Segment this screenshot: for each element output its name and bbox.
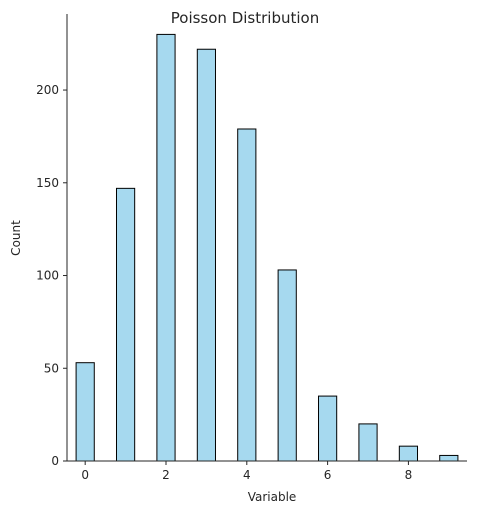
x-tick-label: 4 <box>243 468 251 482</box>
y-axis-label: Count <box>9 220 23 256</box>
bar-2 <box>156 33 176 462</box>
axes <box>66 14 467 462</box>
x-axis-label: Variable <box>248 490 297 504</box>
bar-6 <box>318 395 338 462</box>
x-tick-label: 8 <box>405 468 413 482</box>
y-tick-label: 100 <box>36 269 59 283</box>
y-tick-label: 200 <box>36 83 59 97</box>
bar-4 <box>237 128 257 462</box>
bar-7 <box>358 423 378 462</box>
bar-group <box>75 33 459 462</box>
bar-1 <box>115 187 136 462</box>
bar-0 <box>75 362 95 462</box>
bar-5 <box>277 269 297 462</box>
tick-group: 0 2 4 6 8 0 50 100 150 200 <box>36 83 412 482</box>
chart-title: Poisson Distribution <box>171 9 319 27</box>
x-tick-label: 2 <box>162 468 170 482</box>
y-tick-label: 50 <box>44 361 59 375</box>
bar-8 <box>398 445 419 462</box>
x-tick-label: 0 <box>81 468 89 482</box>
bar-9 <box>439 454 459 462</box>
bar-3 <box>196 48 216 462</box>
x-tick-label: 6 <box>324 468 332 482</box>
y-tick-label: 0 <box>51 454 59 468</box>
y-tick-label: 150 <box>36 176 59 190</box>
